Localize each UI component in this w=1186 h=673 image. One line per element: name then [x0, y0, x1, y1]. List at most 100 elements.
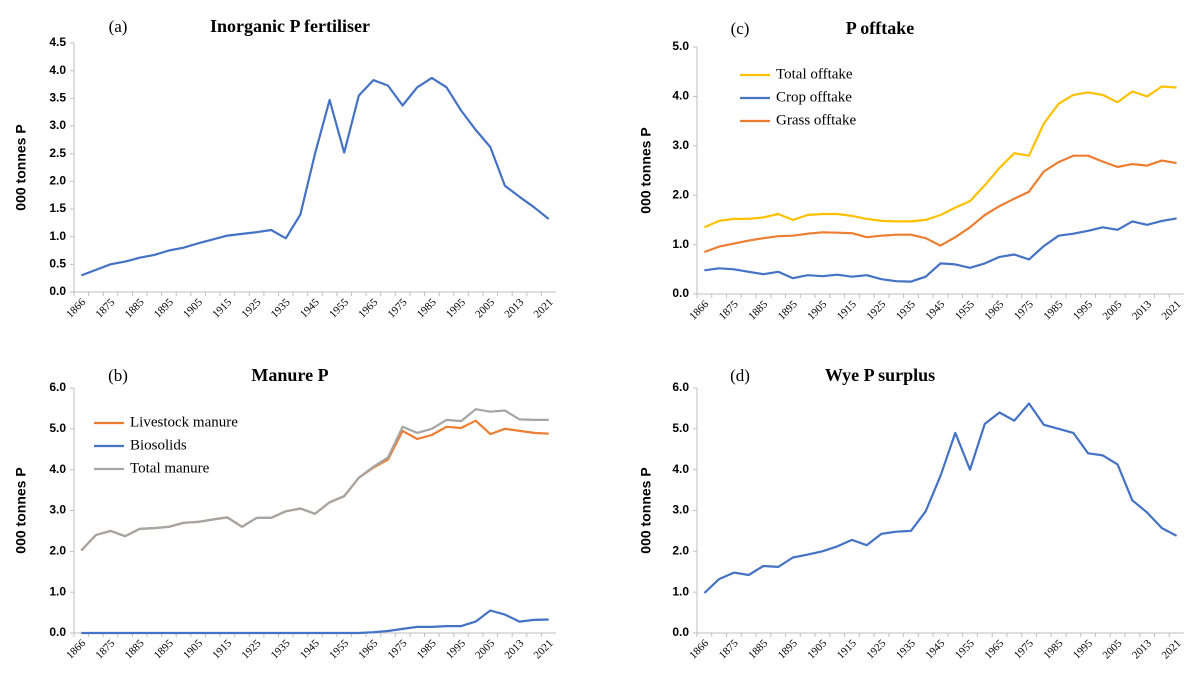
y-tick-label: 3.5 — [49, 91, 66, 105]
x-tick-label: 1935 — [269, 296, 293, 320]
x-tick-label: 1875 — [717, 298, 741, 322]
x-tick-label: 1955 — [953, 637, 977, 661]
x-tick-label: 2021 — [532, 637, 556, 661]
panel: (a) Inorganic P fertiliser 000 tonnes P 0.0… — [13, 16, 556, 320]
y-tick-label: 0.0 — [672, 625, 689, 639]
x-tick-label: 1925 — [864, 298, 888, 322]
x-tick-label: 1875 — [93, 637, 117, 661]
x-tick-label: 1965 — [356, 296, 380, 320]
y-tick-label: 2.0 — [672, 187, 689, 201]
x-tick-label: 2021 — [1159, 298, 1183, 322]
x-tick-label: 1915 — [210, 296, 234, 320]
y-tick-label: 4.5 — [49, 35, 66, 49]
y-tick-label: 1.0 — [672, 584, 689, 598]
panel: (d) Wye P surplus 000 tonnes P 0.0 1.0 2.0 3.0… — [638, 365, 1184, 661]
x-tick-label: 1866 — [687, 298, 711, 322]
legend-label: Biosolids — [130, 437, 187, 453]
x-tick-label: 2005 — [473, 637, 497, 661]
panel: (b) Manure P 000 tonnes P 0.0 1.0 2.0 3.0 4.0 5.… — [13, 365, 556, 661]
panel: (c) P offtake 000 tonnes P 0.0 1.0 2.0 3.0 4.0 5… — [638, 18, 1184, 322]
x-tick-label: 1935 — [894, 637, 918, 661]
x-tick-label: 1925 — [864, 637, 888, 661]
line-series — [704, 154, 1177, 254]
y-tick-label: 4.0 — [49, 63, 66, 77]
legend-label: Total offtake — [776, 66, 853, 82]
x-tick-label: 1875 — [93, 296, 117, 320]
x-tick-label: 2005 — [473, 296, 497, 320]
line-series — [703, 402, 1178, 594]
x-tick-label: 2021 — [1159, 637, 1183, 661]
x-tick-label: 1915 — [835, 298, 859, 322]
x-tick-label: 1875 — [717, 637, 741, 661]
panel-label: (b) — [108, 366, 128, 385]
x-tick-label: 1965 — [356, 637, 380, 661]
x-tick-label: 1945 — [298, 637, 322, 661]
y-axis-label: 000 tonnes P — [13, 124, 29, 210]
y-tick-label: 3.0 — [49, 503, 66, 517]
x-tick-label: 1985 — [415, 296, 439, 320]
y-axis-label: 000 tonnes P — [13, 467, 29, 553]
x-tick-label: 1995 — [1071, 298, 1095, 322]
y-tick-label: 4.0 — [672, 462, 689, 476]
y-tick-label: 1.0 — [49, 584, 66, 598]
line-series — [80, 408, 549, 552]
y-axis-label: 000 tonnes P — [638, 467, 654, 553]
x-tick-label: 1975 — [386, 296, 410, 320]
y-tick-label: 3.0 — [672, 138, 689, 152]
x-tick-label: 1895 — [152, 637, 176, 661]
panel-label: (c) — [731, 19, 750, 38]
x-tick-label: 1945 — [923, 298, 947, 322]
x-tick-label: 1905 — [181, 296, 205, 320]
y-tick-label: 6.0 — [672, 380, 689, 394]
x-tick-label: 1895 — [152, 296, 176, 320]
legend-label: Livestock manure — [130, 414, 238, 430]
x-tick-label: 1955 — [953, 298, 977, 322]
x-tick-label: 2013 — [1130, 637, 1154, 661]
y-tick-label: 4.0 — [49, 462, 66, 476]
x-tick-label: 1885 — [746, 298, 770, 322]
y-tick-label: 2.5 — [49, 146, 66, 160]
line-series — [704, 217, 1177, 283]
y-tick-label: 5.0 — [672, 421, 689, 435]
x-tick-label: 1985 — [1041, 298, 1065, 322]
x-tick-label: 1915 — [210, 637, 234, 661]
y-tick-label: 2.0 — [49, 544, 66, 558]
x-tick-label: 1995 — [1071, 637, 1095, 661]
y-tick-label: 4.0 — [672, 89, 689, 103]
x-tick-label: 1895 — [776, 298, 800, 322]
x-tick-label: 1955 — [327, 637, 351, 661]
x-tick-label: 1885 — [123, 637, 147, 661]
x-tick-label: 1965 — [982, 298, 1006, 322]
x-tick-label: 1866 — [64, 637, 88, 661]
x-tick-label: 1965 — [982, 637, 1006, 661]
x-tick-label: 1985 — [1041, 637, 1065, 661]
x-tick-label: 1935 — [269, 637, 293, 661]
x-tick-label: 1905 — [805, 637, 829, 661]
panel-label: (a) — [109, 17, 128, 36]
chart-title: P offtake — [846, 18, 914, 38]
line-series — [81, 609, 549, 635]
y-tick-label: 0.0 — [49, 625, 66, 639]
x-tick-label: 2013 — [502, 296, 526, 320]
x-tick-label: 2021 — [532, 296, 556, 320]
x-tick-label: 1885 — [746, 637, 770, 661]
x-tick-label: 1866 — [64, 296, 88, 320]
y-tick-label: 1.5 — [49, 201, 66, 215]
y-tick-label: 0.0 — [49, 284, 66, 298]
y-tick-label: 3.0 — [672, 503, 689, 517]
x-tick-label: 2005 — [1100, 637, 1124, 661]
x-tick-label: 1975 — [386, 637, 410, 661]
y-tick-label: 5.0 — [672, 39, 689, 53]
x-tick-label: 1975 — [1012, 298, 1036, 322]
chart-title: Manure P — [251, 365, 328, 385]
y-axis-label: 000 tonnes P — [638, 127, 654, 213]
x-tick-label: 1995 — [444, 296, 468, 320]
y-tick-label: 0.0 — [672, 286, 689, 300]
x-tick-label: 1935 — [894, 298, 918, 322]
y-tick-label: 5.0 — [49, 421, 66, 435]
chart-title: Wye P surplus — [825, 365, 935, 385]
y-tick-label: 0.5 — [49, 257, 66, 271]
panel-label: (d) — [730, 366, 750, 385]
x-tick-label: 1945 — [923, 637, 947, 661]
